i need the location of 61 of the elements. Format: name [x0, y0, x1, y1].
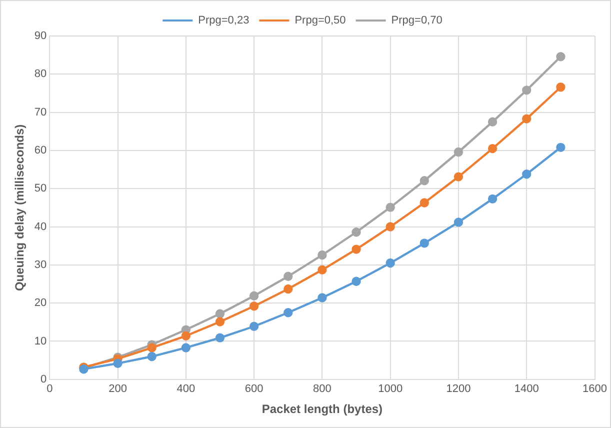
y-tick-label: 60	[34, 144, 47, 156]
point	[454, 218, 464, 227]
y-tick-label: 30	[34, 258, 47, 271]
point	[318, 293, 327, 302]
point	[420, 198, 430, 208]
x-tick-label: 200	[108, 383, 127, 396]
y-tick-label: 0	[40, 373, 47, 386]
point	[386, 258, 395, 268]
point	[386, 202, 395, 212]
point	[181, 331, 191, 341]
point	[352, 244, 361, 254]
x-tick-label: 800	[313, 383, 332, 396]
y-tick-label: 90	[34, 30, 47, 42]
point	[556, 82, 566, 92]
point	[522, 86, 532, 95]
x-axis-title: Packet length (bytes)	[262, 402, 383, 416]
point	[488, 117, 498, 126]
point	[318, 265, 327, 274]
point	[420, 176, 430, 186]
x-tick-label: 1400	[514, 383, 539, 396]
y-tick-label: 10	[34, 335, 47, 348]
legend-label: Prpg=0,70	[391, 14, 442, 27]
point	[386, 222, 395, 232]
point	[284, 272, 293, 281]
point	[522, 170, 532, 179]
point	[352, 276, 361, 286]
point	[454, 172, 464, 182]
y-tick-label: 40	[34, 220, 47, 233]
x-tick-label: 1200	[446, 383, 471, 396]
x-tick-label: 600	[244, 383, 264, 396]
point	[556, 52, 566, 62]
x-tick-label: 1000	[378, 383, 403, 396]
x-tick-label: 1600	[582, 383, 608, 396]
y-tick-label: 80	[34, 68, 47, 80]
y-tick-label: 50	[34, 182, 47, 195]
point	[181, 343, 191, 352]
point	[215, 333, 225, 342]
point	[420, 238, 430, 248]
point	[522, 114, 532, 124]
point	[249, 322, 259, 331]
point	[215, 317, 225, 326]
y-tick-label: 70	[34, 106, 47, 118]
point	[249, 302, 259, 311]
point	[352, 228, 361, 237]
point	[454, 147, 464, 157]
point	[318, 250, 327, 260]
y-axis-title: Queuing delay (milliseconds)	[12, 124, 27, 292]
point	[147, 352, 156, 362]
x-tick-label: 400	[176, 383, 196, 396]
point	[488, 194, 498, 204]
point	[556, 142, 566, 152]
point	[488, 144, 498, 154]
legend-label: Prpg=0,23	[198, 14, 250, 27]
point	[113, 358, 122, 368]
y-tick-label: 20	[34, 297, 47, 310]
point	[215, 309, 225, 318]
point	[284, 308, 293, 318]
point	[147, 343, 156, 352]
point	[249, 291, 259, 300]
legend-label: Prpg=0,50	[294, 14, 346, 27]
point	[284, 284, 293, 294]
